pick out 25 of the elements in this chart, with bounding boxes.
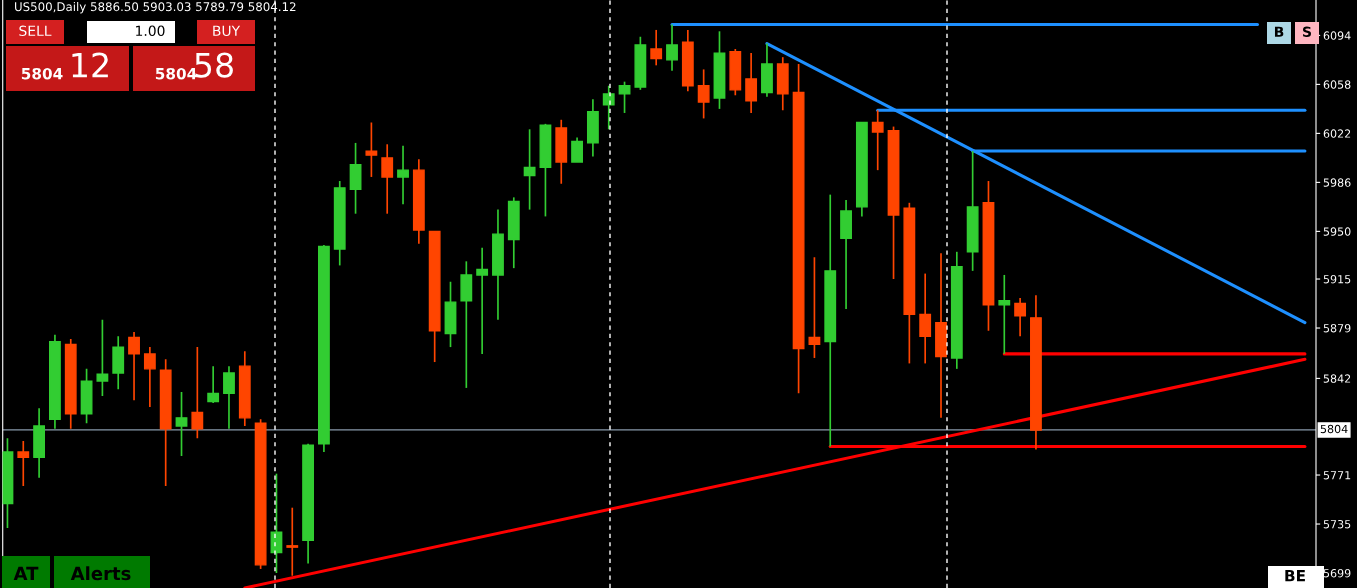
- y-tick-label: 5950: [1323, 227, 1351, 236]
- y-tick-label: 5842: [1323, 374, 1351, 383]
- y-tick-label: 6094: [1323, 31, 1351, 40]
- annotation: 5804: [21, 67, 63, 80]
- annotation: BE: [1285, 570, 1305, 582]
- annotation: B: [1274, 26, 1284, 37]
- annotation: Alerts: [70, 566, 131, 581]
- y-tick-label: 5879: [1323, 324, 1351, 333]
- annotation: S: [1302, 26, 1311, 38]
- annotation: 1.00: [136, 25, 165, 37]
- annotation: 12: [72, 52, 108, 78]
- y-tick-label: 5771: [1323, 471, 1351, 480]
- annotation: AT: [13, 566, 39, 580]
- y-tick-label: 5915: [1323, 275, 1351, 284]
- annotation: 58: [195, 52, 233, 78]
- annotation: BUY: [213, 25, 241, 37]
- annotation: SELL: [19, 25, 52, 37]
- annotation: 5804: [155, 67, 197, 80]
- chart-title: US500,Daily 5886.50 5903.03 5789.79 5804.12: [15, 2, 296, 14]
- y-tick-label: 6022: [1323, 129, 1351, 138]
- y-tick-label: 6058: [1323, 80, 1351, 89]
- y-tick-label: 5986: [1323, 178, 1351, 187]
- ref-line-label: 5804: [1320, 424, 1348, 434]
- y-tick-label: 5735: [1323, 520, 1351, 529]
- y-tick-label: 5699: [1323, 569, 1351, 578]
